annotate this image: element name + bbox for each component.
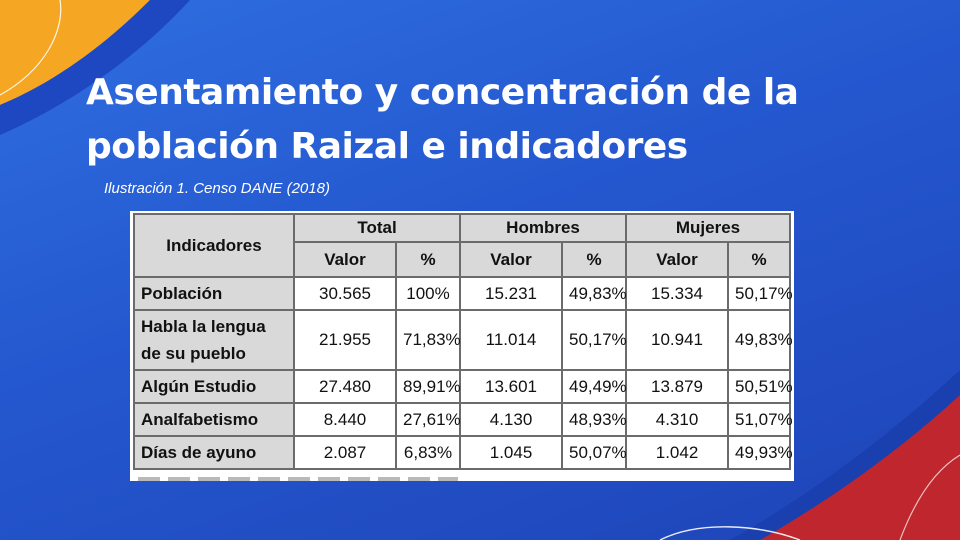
header-group-mujeres: Mujeres [625, 213, 792, 243]
row-label: Población [133, 276, 295, 311]
bottom-right-white-curve-2 [899, 454, 960, 540]
cell-hombres-percent: 50,07% [561, 435, 628, 470]
row-label: Analfabetismo [133, 402, 295, 437]
bottom-right-white-curve [659, 526, 801, 540]
table-row: Días de ayuno 2.087 6,83% 1.045 50,07% 1… [133, 435, 793, 470]
cell-total-valor: 2.087 [293, 435, 397, 470]
header-group-total: Total [292, 213, 462, 243]
cell-hombres-percent: 50,17% [561, 309, 628, 371]
cell-total-percent: 100% [394, 276, 462, 311]
subheader-percent: % [727, 241, 792, 278]
header-group-hombres: Hombres [459, 213, 628, 243]
subheader-valor: Valor [625, 241, 730, 278]
subheader-percent: % [394, 241, 462, 278]
table-row: Analfabetismo 8.440 27,61% 4.130 48,93% … [133, 402, 793, 437]
slide-title-line-2: población Raizal e indicadores [86, 126, 688, 167]
row-label: Algún Estudio [133, 369, 295, 404]
cell-hombres-valor: 11.014 [459, 309, 564, 371]
cell-mujeres-percent: 51,07% [727, 402, 793, 437]
row-label: Días de ayuno [133, 435, 295, 470]
cell-total-valor: 8.440 [293, 402, 397, 437]
cell-total-percent: 27,61% [394, 402, 462, 437]
subheader-percent: % [561, 241, 628, 278]
cell-mujeres-valor: 4.310 [625, 402, 730, 437]
indicators-table-image: Indicadores Total Hombres Mujeres Valor … [130, 211, 794, 481]
slide-title: Asentamiento y concentración de la pobla… [86, 66, 906, 174]
subheader-valor: Valor [459, 241, 564, 278]
cell-total-percent: 71,83% [394, 309, 462, 371]
cell-hombres-valor: 1.045 [459, 435, 564, 470]
table-row: Población 30.565 100% 15.231 49,83% 15.3… [133, 276, 793, 311]
cell-total-valor: 30.565 [293, 276, 397, 311]
subheader-valor: Valor [293, 241, 397, 278]
cell-hombres-valor: 15.231 [459, 276, 564, 311]
cell-mujeres-percent: 49,93% [727, 435, 793, 470]
cell-mujeres-valor: 1.042 [625, 435, 730, 470]
row-label: Habla la lengua de su pueblo [133, 309, 295, 371]
cell-total-percent: 89,91% [394, 369, 462, 404]
cell-hombres-percent: 48,93% [561, 402, 628, 437]
cell-mujeres-percent: 50,17% [727, 276, 793, 311]
cell-total-percent: 6,83% [394, 435, 462, 470]
table-row: Algún Estudio 27.480 89,91% 13.601 49,49… [133, 369, 793, 404]
table-header-row: Indicadores Total Hombres Mujeres [133, 213, 792, 278]
cell-mujeres-percent: 50,51% [727, 369, 793, 404]
cell-mujeres-percent: 49,83% [727, 309, 793, 371]
cell-hombres-valor: 4.130 [459, 402, 564, 437]
indicators-table: Indicadores Total Hombres Mujeres Valor … [133, 213, 793, 470]
header-indicadores: Indicadores [133, 213, 295, 278]
cropped-source-note [138, 477, 458, 481]
cell-total-valor: 21.955 [293, 309, 397, 371]
cell-hombres-percent: 49,83% [561, 276, 628, 311]
top-left-white-curve [0, 0, 62, 96]
cell-mujeres-valor: 15.334 [625, 276, 730, 311]
cell-mujeres-valor: 10.941 [625, 309, 730, 371]
slide-title-line-1: Asentamiento y concentración de la [86, 72, 799, 113]
table-subheader-row: Valor % Valor % Valor % [134, 241, 792, 278]
figure-caption: Ilustración 1. Censo DANE (2018) [104, 180, 330, 197]
cell-mujeres-valor: 13.879 [625, 369, 730, 404]
table-row: Habla la lengua de su pueblo 21.955 71,8… [133, 309, 793, 371]
cell-total-valor: 27.480 [293, 369, 397, 404]
cell-hombres-valor: 13.601 [459, 369, 564, 404]
cell-hombres-percent: 49,49% [561, 369, 628, 404]
